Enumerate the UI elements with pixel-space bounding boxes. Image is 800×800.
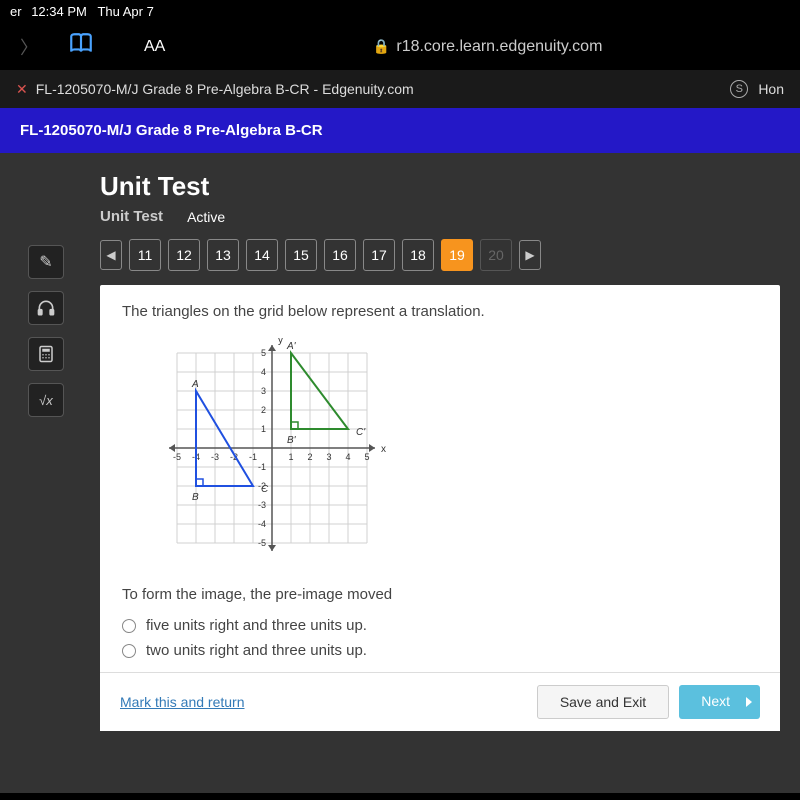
- reading-list-icon[interactable]: [68, 31, 94, 62]
- svg-text:y: y: [278, 338, 283, 346]
- status-date: Thu Apr 7: [97, 4, 153, 19]
- mark-return-link[interactable]: Mark this and return: [120, 694, 245, 710]
- svg-text:3: 3: [326, 452, 331, 462]
- course-header: FL-1205070-M/J Grade 8 Pre-Algebra B-CR: [0, 108, 800, 153]
- question-nav: ◀ 11121314151617181920 ▶: [100, 239, 800, 271]
- next-button[interactable]: Next: [679, 685, 760, 719]
- url-text: r18.core.learn.edgenuity.com: [396, 38, 602, 56]
- coordinate-graph: -5-4-3-2-112345-5-4-3-2-112345xyABCA'B'C…: [142, 338, 402, 568]
- question-nav-14[interactable]: 14: [246, 239, 278, 271]
- question-stem: To form the image, the pre-image moved: [122, 586, 758, 603]
- radio-icon: [122, 619, 136, 633]
- svg-text:-5: -5: [173, 452, 181, 462]
- svg-text:A: A: [191, 379, 199, 390]
- formula-tool-icon[interactable]: √x: [28, 383, 64, 417]
- answer-text: two units right and three units up.: [146, 642, 367, 659]
- svg-text:-1: -1: [249, 452, 257, 462]
- svg-text:-4: -4: [258, 519, 266, 529]
- svg-text:5: 5: [261, 348, 266, 358]
- browser-tab-bar: ✕ FL-1205070-M/J Grade 8 Pre-Algebra B-C…: [0, 70, 800, 108]
- question-prompt: The triangles on the grid below represen…: [122, 303, 758, 320]
- question-nav-16[interactable]: 16: [324, 239, 356, 271]
- svg-text:3: 3: [261, 386, 266, 396]
- svg-text:x: x: [381, 444, 386, 455]
- status-carrier-fragment: er: [10, 4, 22, 19]
- tab-title: FL-1205070-M/J Grade 8 Pre-Algebra B-CR …: [36, 81, 414, 97]
- browser-toolbar: 〉 AA 🔒 r18.core.learn.edgenuity.com: [0, 23, 800, 70]
- question-nav-18[interactable]: 18: [402, 239, 434, 271]
- svg-text:1: 1: [261, 424, 266, 434]
- question-nav-12[interactable]: 12: [168, 239, 200, 271]
- svg-text:4: 4: [345, 452, 350, 462]
- pencil-tool-icon[interactable]: ✎: [28, 245, 64, 279]
- question-nav-13[interactable]: 13: [207, 239, 239, 271]
- svg-text:A': A': [286, 341, 297, 352]
- text-size-control[interactable]: AA: [144, 38, 165, 56]
- svg-text:-1: -1: [258, 462, 266, 472]
- page-subtitle: Unit Test: [100, 208, 163, 225]
- left-toolbar: ✎ √x: [28, 245, 64, 417]
- svg-text:B': B': [287, 435, 297, 446]
- question-panel: The triangles on the grid below represen…: [100, 285, 780, 731]
- svg-text:-3: -3: [211, 452, 219, 462]
- svg-text:C: C: [261, 484, 269, 495]
- content-area: ✎ √x Unit Test Unit Test Active ◀ 111213…: [0, 153, 800, 793]
- tab-right-fragment: Hon: [758, 81, 784, 97]
- test-status: Active: [187, 209, 225, 225]
- question-nav-19[interactable]: 19: [441, 239, 473, 271]
- question-nav-20: 20: [480, 239, 512, 271]
- question-bottom-bar: Mark this and return Save and Exit Next: [100, 672, 780, 731]
- url-bar[interactable]: 🔒 r18.core.learn.edgenuity.com: [195, 38, 780, 56]
- answer-text: five units right and three units up.: [146, 617, 367, 634]
- svg-text:2: 2: [307, 452, 312, 462]
- device-status-bar: er 12:34 PM Thu Apr 7: [0, 0, 800, 23]
- lock-icon: 🔒: [373, 38, 390, 55]
- radio-icon: [122, 644, 136, 658]
- circle-s-icon[interactable]: S: [730, 80, 748, 98]
- svg-text:2: 2: [261, 405, 266, 415]
- svg-text:-5: -5: [258, 538, 266, 548]
- svg-text:5: 5: [364, 452, 369, 462]
- answer-option-0[interactable]: five units right and three units up.: [122, 617, 758, 634]
- close-tab-icon[interactable]: ✕: [16, 81, 28, 98]
- question-nav-11[interactable]: 11: [129, 239, 161, 271]
- back-chevron-icon[interactable]: 〉: [20, 34, 38, 60]
- question-nav-15[interactable]: 15: [285, 239, 317, 271]
- headphones-tool-icon[interactable]: [28, 291, 64, 325]
- svg-text:4: 4: [261, 367, 266, 377]
- calculator-tool-icon[interactable]: [28, 337, 64, 371]
- nav-next-button[interactable]: ▶: [519, 240, 541, 270]
- status-time: 12:34 PM: [31, 4, 87, 19]
- svg-text:-3: -3: [258, 500, 266, 510]
- save-exit-button[interactable]: Save and Exit: [537, 685, 669, 719]
- answer-option-1[interactable]: two units right and three units up.: [122, 642, 758, 659]
- svg-text:C': C': [356, 427, 366, 438]
- nav-prev-button[interactable]: ◀: [100, 240, 122, 270]
- svg-text:1: 1: [288, 452, 293, 462]
- svg-text:B: B: [192, 492, 199, 503]
- page-title: Unit Test: [100, 171, 800, 202]
- question-nav-17[interactable]: 17: [363, 239, 395, 271]
